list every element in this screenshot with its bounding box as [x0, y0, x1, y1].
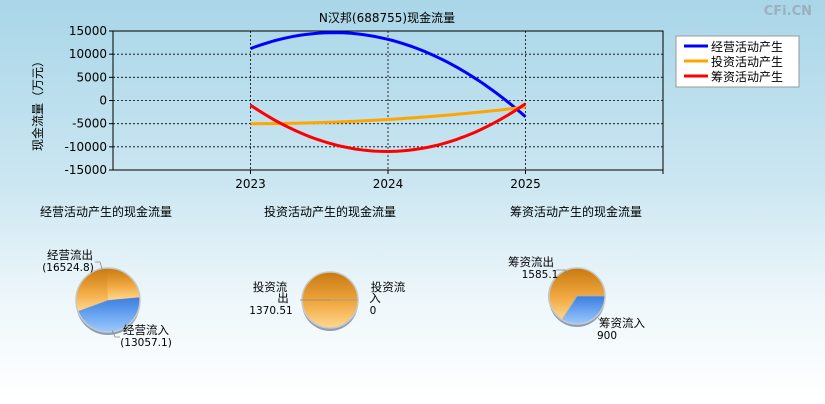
leader-line	[597, 317, 603, 323]
pie-title-investing: 投资活动产生的现金流量	[264, 204, 396, 219]
legend-label: 经营活动产生	[711, 40, 783, 54]
pie-value-operating-outflow: (16524.8)	[42, 262, 94, 274]
pie-label-investing-inflow-1: 投资流	[371, 280, 406, 294]
pie-value-investing-inflow: 0	[370, 305, 377, 317]
y-tick-label: 5000	[76, 70, 107, 84]
pie-title-operating: 经营活动产生的现金流量	[40, 204, 172, 219]
y-tick-label: -15000	[64, 163, 107, 177]
leader-line	[111, 329, 120, 338]
legend-label: 筹资活动产生	[711, 70, 783, 84]
pie-label-investing-outflow-1: 投资流	[253, 280, 288, 294]
y-tick-label: 15000	[69, 24, 107, 38]
x-axis-ticks: 2023 2024 2025	[235, 170, 664, 191]
pie-slice-operating-outflow-upper	[76, 268, 108, 311]
pie-value-financing-outflow: 1585.1	[522, 269, 559, 281]
y-tick-label: 10000	[69, 47, 107, 61]
y-tick-label: -5000	[72, 117, 107, 131]
pie-value-investing-outflow: 1370.51	[249, 305, 292, 317]
legend-label: 投资活动产生	[711, 54, 783, 69]
y-tick-label: 0	[99, 94, 107, 108]
y-axis-label: 现金流量（万元）	[30, 55, 45, 151]
leader-line	[556, 269, 569, 275]
y-axis-ticks: 15000 10000 5000 0 -5000 -10000 -15000	[64, 24, 113, 177]
x-tick-label: 2024	[373, 177, 404, 191]
y-tick-label: -10000	[64, 140, 107, 154]
watermark: CFi.CN	[764, 4, 812, 19]
pie-operating	[75, 261, 141, 338]
leader-line	[95, 261, 104, 273]
series-line	[249, 102, 527, 153]
pie-label-financing-outflow: 筹资流出	[508, 255, 554, 269]
grid	[113, 31, 663, 170]
series-lines	[249, 31, 527, 153]
x-tick-label: 2023	[235, 177, 266, 191]
pie-value-financing-inflow: 900	[597, 330, 617, 342]
pie-label-investing-outflow-2: 出	[277, 291, 289, 305]
pie-label-operating-outflow: 经营流出	[47, 248, 93, 262]
pie-rim	[548, 267, 606, 325]
pie-label-investing-inflow-2: 入	[369, 291, 381, 305]
series-line	[250, 105, 526, 126]
pie-label-operating-inflow: 经营流入	[123, 323, 169, 337]
series-line	[249, 31, 527, 118]
pie-label-financing-inflow: 筹资流入	[599, 316, 645, 330]
pie-value-operating-inflow: (13057.1)	[120, 337, 172, 349]
pie-slice-operating-outflow-right	[107, 267, 140, 300]
pie-title-financing: 筹资活动产生的现金流量	[510, 204, 642, 219]
chart-title: N汉邦(688755)现金流量	[319, 10, 455, 25]
pie-financing	[548, 267, 606, 327]
pie-investing	[300, 271, 359, 331]
x-tick-label: 2025	[510, 177, 541, 191]
pie-rim	[75, 267, 141, 333]
